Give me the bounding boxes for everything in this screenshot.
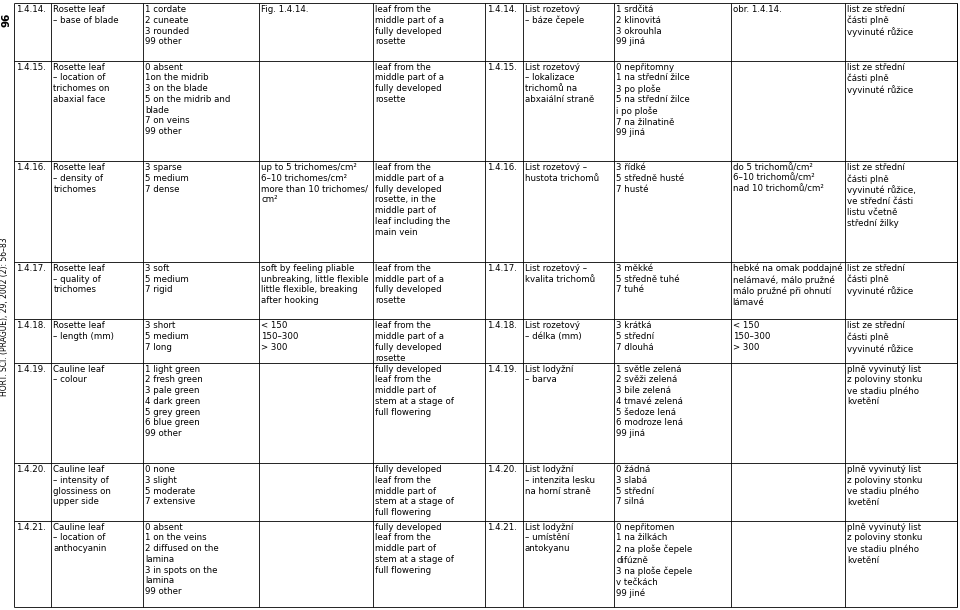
Text: 1 srdčitá
2 klinovitá
3 okrouhla
99 jiná: 1 srdčitá 2 klinovitá 3 okrouhla 99 jiná	[616, 5, 661, 46]
Text: 1.4.21.: 1.4.21.	[488, 523, 517, 532]
Text: 3 měkké
5 středně tuhé
7 tuhé: 3 měkké 5 středně tuhé 7 tuhé	[616, 264, 680, 295]
Text: list ze střední
části plně
vyvinuté růžice: list ze střední části plně vyvinuté růži…	[847, 62, 913, 95]
Text: list ze střední
části plně
vyvinuté růžice: list ze střední části plně vyvinuté růži…	[847, 264, 913, 296]
Text: 1.4.17.: 1.4.17.	[16, 264, 46, 273]
Text: 3 sparse
5 medium
7 dense: 3 sparse 5 medium 7 dense	[145, 163, 188, 194]
Text: leaf from the
middle part of a
fully developed
rosette: leaf from the middle part of a fully dev…	[375, 62, 444, 104]
Text: 0 nepřitomny
1 na střední žilce
3 po ploše
5 na střední žilce
i po ploše
7 na ži: 0 nepřitomny 1 na střední žilce 3 po plo…	[616, 62, 690, 137]
Text: 1.4.21.: 1.4.21.	[16, 523, 46, 532]
Text: List lodyžní
– umístění
antokyanu: List lodyžní – umístění antokyanu	[525, 523, 573, 553]
Text: 1 light green
2 fresh green
3 pale green
4 dark green
5 grey green
6 blue green
: 1 light green 2 fresh green 3 pale green…	[145, 365, 203, 438]
Text: Fig. 1.4.14.: Fig. 1.4.14.	[261, 5, 308, 14]
Text: List lodyžní
– barva: List lodyžní – barva	[525, 365, 573, 384]
Text: 1.4.18.: 1.4.18.	[488, 321, 517, 331]
Text: plně vyvinutý list
z poloviny stonku
ve stadiu plného
kvetění: plně vyvinutý list z poloviny stonku ve …	[847, 465, 923, 507]
Text: 1.4.16.: 1.4.16.	[488, 163, 517, 172]
Text: fully developed
leaf from the
middle part of
stem at a stage of
full flowering: fully developed leaf from the middle par…	[375, 365, 454, 417]
Text: list ze střední
části plně
vyvinuté růžice: list ze střední části plně vyvinuté růži…	[847, 321, 913, 354]
Text: Rosette leaf
– quality of
trichomes: Rosette leaf – quality of trichomes	[54, 264, 106, 295]
Text: 3 krátká
5 střední
7 dlouhá: 3 krátká 5 střední 7 dlouhá	[616, 321, 655, 352]
Text: 1.4.18.: 1.4.18.	[16, 321, 46, 331]
Text: Rosette leaf
– location of
trichomes on
abaxial face: Rosette leaf – location of trichomes on …	[54, 62, 109, 104]
Text: up to 5 trichomes/cm²
6–10 trichomes/cm²
more than 10 trichomes/
cm²: up to 5 trichomes/cm² 6–10 trichomes/cm²…	[261, 163, 368, 204]
Text: 3 short
5 medium
7 long: 3 short 5 medium 7 long	[145, 321, 188, 352]
Text: 0 žádná
3 slabá
5 střední
7 silná: 0 žádná 3 slabá 5 střední 7 silná	[616, 465, 655, 506]
Text: obr. 1.4.14.: obr. 1.4.14.	[732, 5, 781, 14]
Text: 1.4.20.: 1.4.20.	[16, 465, 46, 474]
Text: leaf from the
middle part of a
fully developed
rosette: leaf from the middle part of a fully dev…	[375, 5, 444, 46]
Text: 3 soft
5 medium
7 rigid: 3 soft 5 medium 7 rigid	[145, 264, 188, 295]
Text: 3 řídké
5 středně husté
7 husté: 3 řídké 5 středně husté 7 husté	[616, 163, 684, 194]
Text: 0 absent
1on the midrib
3 on the blade
5 on the midrib and
blade
7 on veins
99 o: 0 absent 1on the midrib 3 on the blade 5…	[145, 62, 230, 136]
Text: List rozetový
– báze čepele: List rozetový – báze čepele	[525, 5, 584, 26]
Text: 0 none
3 slight
5 moderate
7 extensive: 0 none 3 slight 5 moderate 7 extensive	[145, 465, 195, 506]
Text: List rozetový
– délka (mm): List rozetový – délka (mm)	[525, 321, 582, 341]
Text: < 150
150–300
> 300: < 150 150–300 > 300	[732, 321, 770, 352]
Text: leaf from the
middle part of a
fully developed
rosette, in the
middle part of
le: leaf from the middle part of a fully dev…	[375, 163, 450, 237]
Text: HORT. SCI. (PRAGUE), 29, 2002 (2): 56–83: HORT. SCI. (PRAGUE), 29, 2002 (2): 56–83	[1, 238, 10, 396]
Text: < 150
150–300
> 300: < 150 150–300 > 300	[261, 321, 299, 352]
Text: do 5 trichomů/cm²
6–10 trichomů/cm²
nad 10 trichomů/cm²: do 5 trichomů/cm² 6–10 trichomů/cm² nad …	[732, 163, 824, 194]
Text: Cauline leaf
– colour: Cauline leaf – colour	[54, 365, 105, 384]
Text: 1 světle zelená
2 svěži zelená
3 bile zelená
4 tmavé zelená
5 šedoze lená
6 modr: 1 světle zelená 2 svěži zelená 3 bile ze…	[616, 365, 684, 438]
Text: plně vyvinutý list
z poloviny stonku
ve stadiu plného
kvetění: plně vyvinutý list z poloviny stonku ve …	[847, 523, 923, 565]
Text: Rosette leaf
– base of blade: Rosette leaf – base of blade	[54, 5, 119, 25]
Text: 1.4.15.: 1.4.15.	[488, 62, 517, 71]
Text: List rozetový –
hustota trichomů: List rozetový – hustota trichomů	[525, 163, 599, 183]
Text: fully developed
leaf from the
middle part of
stem at a stage of
full flowering: fully developed leaf from the middle par…	[375, 523, 454, 575]
Text: List lodyžní
– intenzita lesku
na horní straně: List lodyžní – intenzita lesku na horní …	[525, 465, 595, 496]
Text: Cauline leaf
– intensity of
glossiness on
upper side: Cauline leaf – intensity of glossiness o…	[54, 465, 111, 506]
Text: soft by feeling pliable
unbreaking, little flexible
little flexible, breaking
af: soft by feeling pliable unbreaking, litt…	[261, 264, 369, 305]
Text: List rozetový
– lokalizace
trichomů na
abxaiální straně: List rozetový – lokalizace trichomů na a…	[525, 62, 594, 104]
Text: hebké na omak poddajné
nelámavé, málo pružné
málo pružné při ohnutí
lámavé: hebké na omak poddajné nelámavé, málo pr…	[732, 264, 842, 307]
Text: 1.4.16.: 1.4.16.	[16, 163, 46, 172]
Text: list ze střední
části plně
vyvinuté růžice,
ve střední části
listu včetně
středn: list ze střední části plně vyvinuté růži…	[847, 163, 916, 228]
Text: leaf from the
middle part of a
fully developed
rosette: leaf from the middle part of a fully dev…	[375, 321, 444, 362]
Text: plně vyvinutý list
z poloviny stonku
ve stadiu plného
kvetění: plně vyvinutý list z poloviny stonku ve …	[847, 365, 923, 406]
Text: leaf from the
middle part of a
fully developed
rosette: leaf from the middle part of a fully dev…	[375, 264, 444, 305]
Text: 96: 96	[1, 13, 11, 27]
Text: 0 absent
1 on the veins
2 diffused on the
lamina
3 in spots on the
lamina
99 oth: 0 absent 1 on the veins 2 diffused on th…	[145, 523, 219, 596]
Text: list ze střední
části plně
vyvinuté růžice: list ze střední části plně vyvinuté růži…	[847, 5, 913, 37]
Text: Rosette leaf
– density of
trichomes: Rosette leaf – density of trichomes	[54, 163, 106, 194]
Text: 1.4.15.: 1.4.15.	[16, 62, 46, 71]
Text: 1.4.14.: 1.4.14.	[488, 5, 517, 14]
Text: List rozetový –
kvalita trichomů: List rozetový – kvalita trichomů	[525, 264, 595, 284]
Text: 1.4.17.: 1.4.17.	[488, 264, 517, 273]
Text: 1.4.14.: 1.4.14.	[16, 5, 46, 14]
Text: fully developed
leaf from the
middle part of
stem at a stage of
full flowering: fully developed leaf from the middle par…	[375, 465, 454, 517]
Text: Cauline leaf
– location of
anthocyanin: Cauline leaf – location of anthocyanin	[54, 523, 107, 553]
Text: 1 cordate
2 cuneate
3 rounded
99 other: 1 cordate 2 cuneate 3 rounded 99 other	[145, 5, 189, 46]
Text: 0 nepřitomen
1 na žilkách
2 na ploše čepele
difúzně
3 na ploše čepele
v tečkách
: 0 nepřitomen 1 na žilkách 2 na ploše čep…	[616, 523, 692, 598]
Text: Rosette leaf
– length (mm): Rosette leaf – length (mm)	[54, 321, 114, 341]
Text: 1.4.20.: 1.4.20.	[488, 465, 517, 474]
Text: 1.4.19.: 1.4.19.	[488, 365, 517, 373]
Text: 1.4.19.: 1.4.19.	[16, 365, 46, 373]
